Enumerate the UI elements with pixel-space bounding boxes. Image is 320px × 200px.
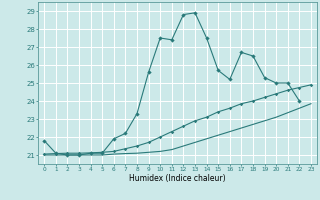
X-axis label: Humidex (Indice chaleur): Humidex (Indice chaleur) [129, 174, 226, 183]
